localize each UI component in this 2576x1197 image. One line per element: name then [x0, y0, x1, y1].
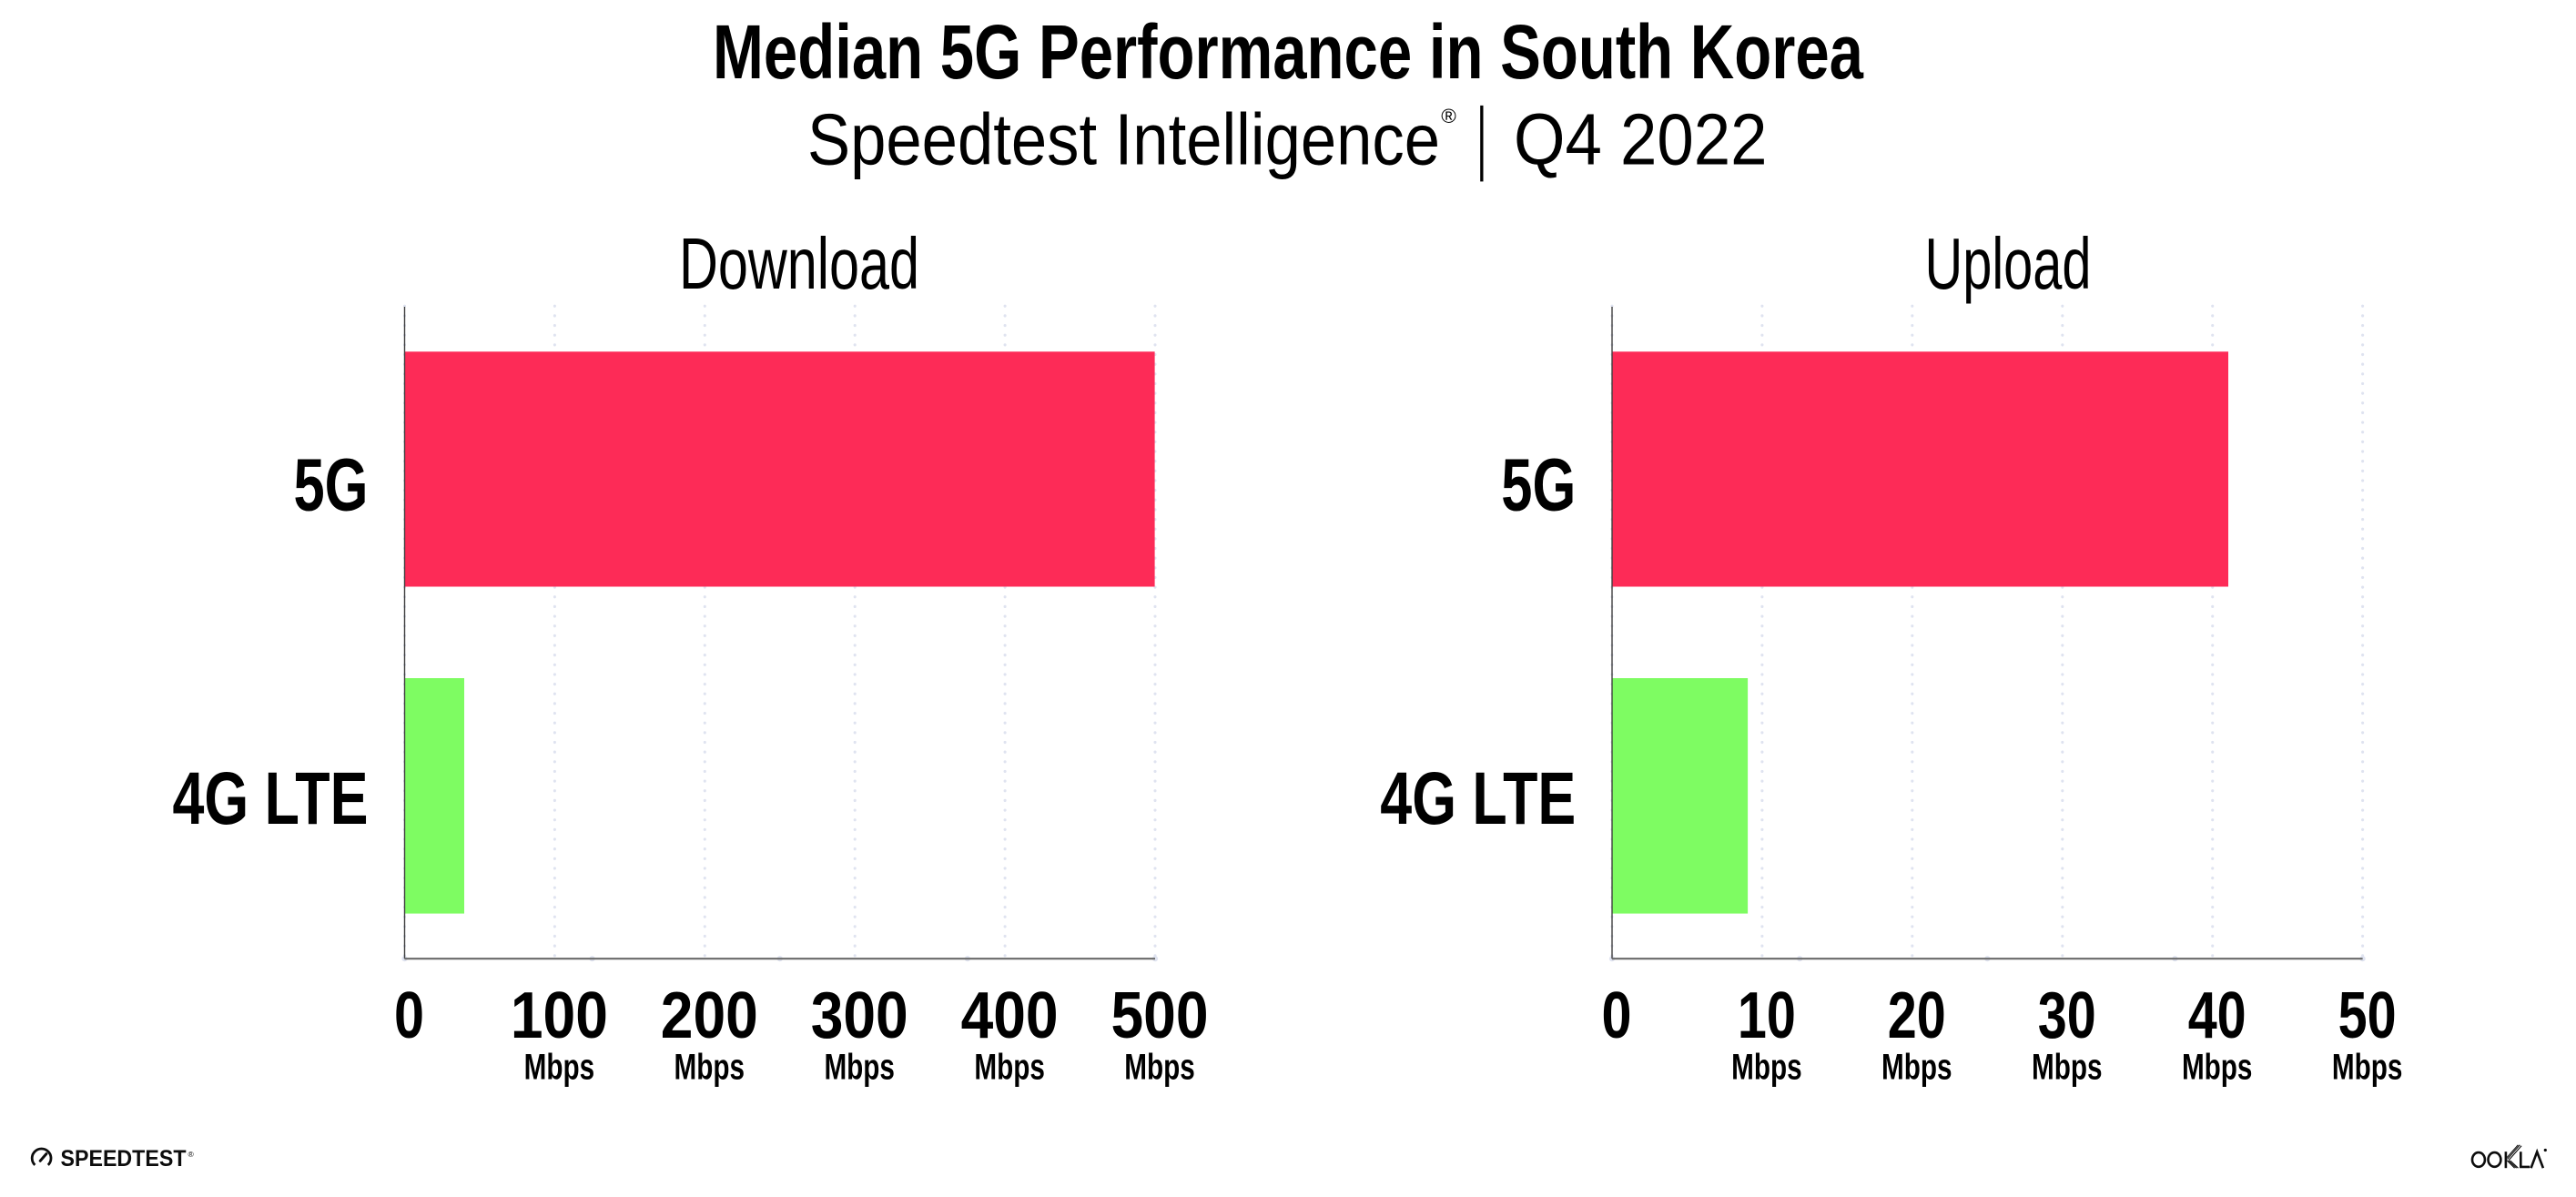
svg-text:SPEEDTEST: SPEEDTEST	[61, 1146, 187, 1172]
svg-text:100: 100	[511, 979, 608, 1052]
svg-text:4G LTE: 4G LTE	[1380, 757, 1576, 840]
svg-text:Speedtest Intelligence: Speedtest Intelligence	[807, 98, 1440, 179]
svg-text:Mbps: Mbps	[2032, 1047, 2103, 1087]
svg-text:Q4 2022: Q4 2022	[1514, 98, 1768, 179]
svg-text:200: 200	[661, 979, 758, 1052]
svg-text:Mbps: Mbps	[1124, 1047, 1195, 1087]
svg-text:50: 50	[2338, 979, 2397, 1052]
svg-text:5G: 5G	[1501, 443, 1576, 526]
svg-text:Download: Download	[679, 223, 919, 304]
svg-text:Mbps: Mbps	[674, 1047, 745, 1087]
svg-text:Mbps: Mbps	[1731, 1047, 1802, 1087]
svg-text:30: 30	[2038, 979, 2096, 1052]
svg-text:Upload: Upload	[1925, 223, 2092, 304]
svg-text:Mbps: Mbps	[974, 1047, 1045, 1087]
svg-text:0: 0	[394, 979, 424, 1052]
svg-text:®: ®	[188, 1150, 195, 1159]
svg-text:Mbps: Mbps	[1881, 1047, 1952, 1087]
svg-text:Mbps: Mbps	[524, 1047, 595, 1087]
svg-text:300: 300	[811, 979, 908, 1052]
svg-text:®: ®	[1441, 105, 1456, 127]
svg-text:10: 10	[1738, 979, 1796, 1052]
svg-text:500: 500	[1111, 979, 1209, 1052]
svg-text:0: 0	[1602, 979, 1632, 1052]
svg-text:Mbps: Mbps	[824, 1047, 895, 1087]
svg-text:20: 20	[1888, 979, 1946, 1052]
svg-text:Median 5G Performance in South: Median 5G Performance in South Korea	[713, 9, 1864, 95]
svg-text:400: 400	[961, 979, 1059, 1052]
svg-text:5G: 5G	[294, 443, 369, 526]
svg-text:Mbps: Mbps	[2332, 1047, 2403, 1087]
svg-text:40: 40	[2188, 979, 2246, 1052]
svg-text:4G LTE: 4G LTE	[173, 757, 369, 840]
svg-text:Mbps: Mbps	[2182, 1047, 2253, 1087]
